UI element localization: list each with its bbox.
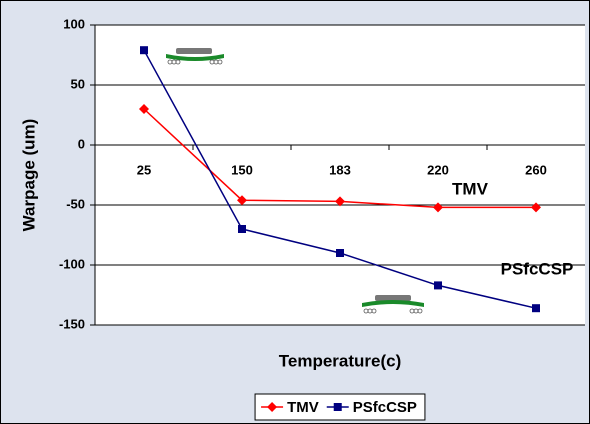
marker (267, 402, 278, 412)
marker (140, 46, 148, 55)
legend-label: TMV (287, 399, 319, 416)
x-tick-label: 220 (427, 162, 449, 177)
annotation: TMV (452, 179, 489, 198)
marker (335, 196, 345, 207)
marker (433, 202, 443, 213)
x-tick-label: 150 (231, 162, 253, 177)
marker (532, 304, 540, 313)
marker (333, 403, 342, 411)
y-tick-label: 100 (63, 16, 85, 31)
y-tick-label: -100 (59, 256, 85, 271)
marker (531, 202, 541, 213)
package-icon (358, 292, 428, 316)
y-tick-label: -150 (59, 316, 85, 331)
plot-area (95, 25, 585, 325)
package-icon (162, 45, 228, 67)
y-tick-label: 50 (71, 76, 85, 91)
y-axis-title: Warpage (um) (19, 119, 38, 232)
legend: TMV PSfcCSP (254, 393, 426, 421)
marker (238, 225, 246, 233)
legend-item: PSfcCSP (326, 399, 417, 416)
x-tick-label: 25 (137, 162, 151, 177)
x-tick-label: 260 (525, 162, 547, 177)
y-tick-label: 0 (78, 136, 85, 151)
legend-label: PSfcCSP (353, 399, 417, 416)
y-tick-label: -50 (66, 196, 85, 211)
marker (336, 249, 344, 257)
marker (237, 195, 247, 206)
marker (139, 104, 149, 114)
annotation: PSfcCSP (501, 259, 574, 278)
x-axis-title: Temperature(c) (279, 351, 402, 370)
marker (434, 281, 442, 290)
x-tick-label: 183 (329, 162, 351, 177)
legend-item: TMV (261, 399, 319, 416)
